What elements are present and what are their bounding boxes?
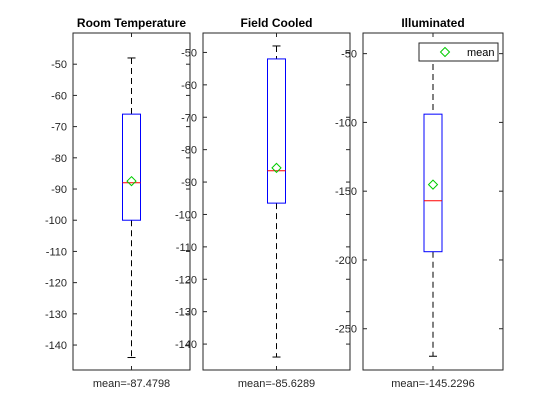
mean-marker <box>427 179 439 190</box>
y-tick-label: -110 <box>176 242 197 254</box>
y-tick-label: -100 <box>335 117 357 129</box>
y-tick-label: -140 <box>175 339 197 351</box>
y-tick-label: -50 <box>51 59 67 71</box>
y-tick-label: -90 <box>181 177 197 189</box>
mean-label: mean=-145.2296 <box>391 378 474 390</box>
y-tick-label: -140 <box>45 340 67 352</box>
legend-label: mean <box>467 47 495 59</box>
y-tick-label: -150 <box>335 186 357 198</box>
mean-label: mean=-85.6289 <box>238 378 315 390</box>
y-tick-label: -80 <box>181 145 197 157</box>
y-tick-label: -100 <box>175 209 197 221</box>
mean-marker <box>126 175 137 187</box>
y-tick-label: -120 <box>175 274 197 286</box>
box-iqr <box>122 113 141 221</box>
y-tick-label: -60 <box>181 80 197 92</box>
legend-mean-marker <box>439 46 451 58</box>
y-tick-label: -50 <box>341 49 357 61</box>
box-iqr <box>267 58 286 204</box>
y-tick-label: -100 <box>45 215 67 227</box>
panel-1: Room Temperature -50 -60 -70 -80 -90 -100 -110 -… <box>45 16 191 390</box>
y-tick-label: -110 <box>46 246 67 258</box>
y-tick-label: -50 <box>181 47 197 59</box>
panel-title: Field Cooled <box>241 16 313 30</box>
mean-marker <box>271 162 282 174</box>
y-tick-label: -70 <box>181 112 197 124</box>
y-tick-label: -80 <box>51 153 67 165</box>
y-tick-label: -130 <box>45 309 67 321</box>
y-tick-label: -130 <box>175 307 197 319</box>
y-tick-label: -60 <box>51 90 67 102</box>
box-iqr <box>423 113 443 253</box>
panel-title: Room Temperature <box>77 16 186 30</box>
legend-box <box>418 42 499 62</box>
y-tick-label: -120 <box>45 278 67 290</box>
panel-3: Illuminated -50 -100 -150 -200 -250 mean=-145.… <box>335 16 504 390</box>
y-tick-label: -250 <box>335 324 357 336</box>
panel-2: Field Cooled -50 -60 -70 -80 -90 -100 -110 -120 -… <box>175 16 351 390</box>
mean-label: mean=-87.4798 <box>93 378 170 390</box>
y-tick-label: -70 <box>51 122 67 134</box>
panel-title: Illuminated <box>401 16 464 30</box>
y-tick-label: -90 <box>51 184 67 196</box>
y-tick-label: -200 <box>335 255 357 267</box>
